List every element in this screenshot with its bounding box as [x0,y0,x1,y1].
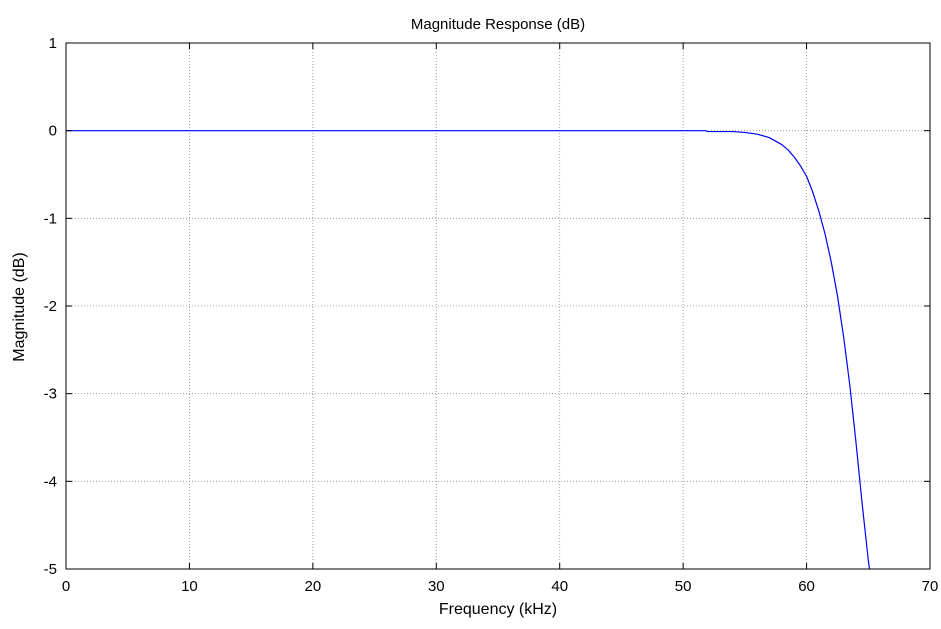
chart-title: Magnitude Response (dB) [411,16,585,33]
ticks [65,42,931,570]
x-tick-label: 10 [181,578,198,595]
x-axis-label: Frequency (kHz) [439,601,557,618]
y-axis-label: Magnitude (dB) [11,252,28,361]
x-tick-label: 70 [922,578,939,595]
x-tick-label: 30 [428,578,445,595]
x-tick-label: 40 [551,578,568,595]
y-tick-label: -2 [44,298,57,315]
series-layer [66,130,871,570]
x-tick-label: 0 [62,578,70,595]
x-tick-label: 50 [675,578,692,595]
y-tick-label: -5 [44,561,57,578]
y-tick-label: 1 [49,35,57,52]
y-tick-label: 0 [49,123,57,140]
series-line [66,130,871,570]
y-tick-label: -1 [44,210,57,227]
x-tick-label: 60 [798,578,815,595]
y-tick-label: -3 [44,386,57,403]
y-tick-label: -4 [44,473,57,490]
x-tick-label: 20 [305,578,322,595]
